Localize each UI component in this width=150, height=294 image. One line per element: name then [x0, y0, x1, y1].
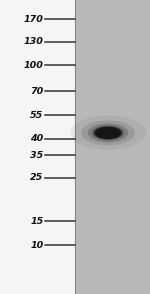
Text: 55: 55	[30, 111, 44, 120]
Text: 10: 10	[30, 241, 44, 250]
Text: 70: 70	[30, 87, 44, 96]
Text: 100: 100	[24, 61, 44, 70]
Bar	[0, 0, 75, 294]
Ellipse shape	[70, 116, 146, 150]
Text: 15: 15	[30, 217, 44, 225]
Ellipse shape	[92, 126, 124, 140]
Ellipse shape	[94, 127, 122, 139]
Ellipse shape	[88, 123, 128, 142]
Text: 170: 170	[24, 15, 44, 24]
Text: 40: 40	[30, 134, 44, 143]
Text: 25: 25	[30, 173, 44, 182]
Bar	[75, 0, 150, 294]
Text: 35: 35	[30, 151, 44, 160]
Text: 130: 130	[24, 37, 44, 46]
Ellipse shape	[81, 121, 135, 145]
